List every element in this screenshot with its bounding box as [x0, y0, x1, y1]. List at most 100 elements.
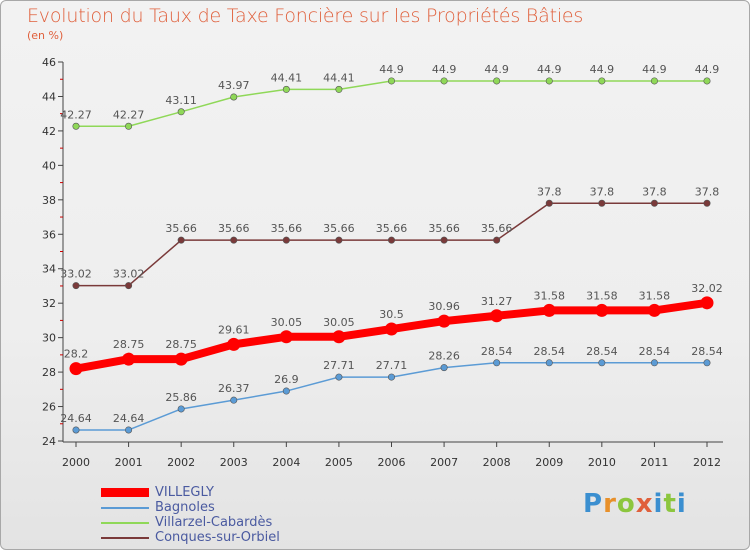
data-point-villarzel-cabardes: [72, 122, 80, 130]
data-label-conques-sur-orbiel: 35.66: [271, 222, 303, 235]
data-label-villarzel-cabardes: 44.9: [590, 63, 615, 76]
data-label-villarzel-cabardes: 42.27: [60, 108, 92, 121]
data-label-conques-sur-orbiel: 33.02: [60, 268, 92, 281]
data-label-bagnoles: 28.54: [691, 345, 723, 358]
data-label-villegly: 30.96: [428, 300, 460, 313]
data-point-villegly: [174, 352, 188, 366]
data-point-villarzel-cabardes: [387, 77, 395, 85]
data-point-villarzel-cabardes: [282, 85, 290, 93]
data-label-conques-sur-orbiel: 35.66: [323, 222, 355, 235]
data-point-bagnoles: [703, 359, 711, 367]
logo-letter: x: [635, 489, 654, 519]
data-label-villarzel-cabardes: 44.41: [323, 71, 355, 84]
data-point-villegly: [122, 352, 136, 366]
data-label-conques-sur-orbiel: 37.8: [590, 185, 615, 198]
legend-label: Conques-sur-Orbiel: [155, 530, 280, 545]
data-label-villarzel-cabardes: 44.9: [537, 63, 562, 76]
data-label-villarzel-cabardes: 44.9: [379, 63, 404, 76]
x-tick-label: 2001: [115, 456, 143, 469]
y-tick-label: 38: [42, 194, 56, 207]
data-point-villarzel-cabardes: [493, 77, 501, 85]
data-point-conques-sur-orbiel: [335, 236, 343, 244]
data-label-villarzel-cabardes: 44.9: [484, 63, 509, 76]
data-point-villegly: [700, 296, 714, 310]
data-label-villarzel-cabardes: 44.9: [695, 63, 720, 76]
x-tick-label: 2005: [325, 456, 353, 469]
legend-item-villegly: VILLEGLY: [101, 485, 280, 500]
data-label-bagnoles: 28.54: [481, 345, 513, 358]
y-tick-label: 32: [42, 297, 56, 310]
data-label-conques-sur-orbiel: 35.66: [428, 222, 460, 235]
y-tick-label: 44: [42, 90, 56, 103]
data-label-villarzel-cabardes: 44.9: [642, 63, 667, 76]
data-label-villarzel-cabardes: 43.11: [165, 94, 197, 107]
data-label-villegly: 28.2: [64, 348, 89, 361]
data-label-bagnoles: 25.86: [165, 391, 197, 404]
data-label-villegly: 31.58: [586, 289, 618, 302]
data-label-villegly: 31.27: [481, 295, 513, 308]
legend-swatch: [101, 521, 149, 524]
data-label-villarzel-cabardes: 43.97: [218, 79, 250, 92]
series-line-conques-sur-orbiel: [75, 202, 708, 287]
y-tick-label: 42: [42, 125, 56, 138]
y-tick-label: 46: [42, 56, 56, 69]
data-point-conques-sur-orbiel: [72, 282, 80, 290]
x-tick-label: 2011: [640, 456, 668, 469]
logo-letter: i: [653, 489, 664, 519]
legend-item-conques-sur-orbiel: Conques-sur-Orbiel: [101, 530, 280, 545]
data-label-conques-sur-orbiel: 35.66: [218, 222, 250, 235]
logo-letter: o: [616, 489, 636, 519]
proxiti-logo: Proxiti: [583, 489, 687, 519]
data-label-conques-sur-orbiel: 35.66: [481, 222, 513, 235]
data-point-villarzel-cabardes: [177, 108, 185, 116]
logo-letter: r: [603, 489, 617, 519]
legend-item-villarzel-cabardes: Villarzel-Cabardès: [101, 515, 280, 530]
data-point-conques-sur-orbiel: [387, 236, 395, 244]
legend-label: Bagnoles: [155, 500, 215, 515]
data-point-conques-sur-orbiel: [230, 236, 238, 244]
data-point-villegly: [490, 309, 504, 323]
data-point-bagnoles: [493, 359, 501, 367]
data-point-bagnoles: [335, 373, 343, 381]
chart-subtitle: (en %): [27, 29, 64, 42]
data-label-villegly: 28.75: [113, 338, 145, 351]
data-label-villegly: 31.58: [639, 289, 671, 302]
chart-title: Evolution du Taux de Taxe Foncière sur l…: [27, 5, 584, 27]
data-point-villarzel-cabardes: [440, 77, 448, 85]
data-label-villegly: 31.58: [534, 289, 566, 302]
legend-swatch: [101, 488, 149, 497]
data-label-villegly: 30.5: [379, 308, 404, 321]
data-label-bagnoles: 28.54: [586, 345, 618, 358]
data-label-bagnoles: 27.71: [323, 359, 355, 372]
data-label-villarzel-cabardes: 44.41: [271, 71, 303, 84]
data-label-conques-sur-orbiel: 37.8: [695, 185, 720, 198]
x-tick-label: 2010: [588, 456, 616, 469]
data-label-bagnoles: 27.71: [376, 359, 408, 372]
data-point-villegly: [69, 362, 83, 376]
data-point-villarzel-cabardes: [650, 77, 658, 85]
data-point-villegly: [279, 330, 293, 344]
y-tick-label: 24: [42, 435, 56, 448]
data-point-bagnoles: [177, 405, 185, 413]
data-label-bagnoles: 26.37: [218, 382, 250, 395]
data-point-bagnoles: [598, 359, 606, 367]
data-label-villarzel-cabardes: 44.9: [432, 63, 457, 76]
x-tick-label: 2003: [220, 456, 248, 469]
data-label-conques-sur-orbiel: 35.66: [165, 222, 197, 235]
data-point-villegly: [332, 330, 346, 344]
data-label-conques-sur-orbiel: 35.66: [376, 222, 408, 235]
x-tick-label: 2004: [272, 456, 300, 469]
logo-letter: t: [663, 489, 677, 519]
y-tick-label: 30: [42, 332, 56, 345]
data-label-villegly: 28.75: [165, 338, 197, 351]
data-point-villegly: [437, 314, 451, 328]
data-label-villegly: 30.05: [323, 316, 355, 329]
data-label-bagnoles: 24.64: [113, 412, 145, 425]
data-point-villegly: [647, 303, 661, 317]
data-point-conques-sur-orbiel: [440, 236, 448, 244]
data-point-villarzel-cabardes: [703, 77, 711, 85]
x-tick-label: 2008: [483, 456, 511, 469]
data-point-conques-sur-orbiel: [493, 236, 501, 244]
data-point-bagnoles: [387, 373, 395, 381]
data-point-villarzel-cabardes: [545, 77, 553, 85]
